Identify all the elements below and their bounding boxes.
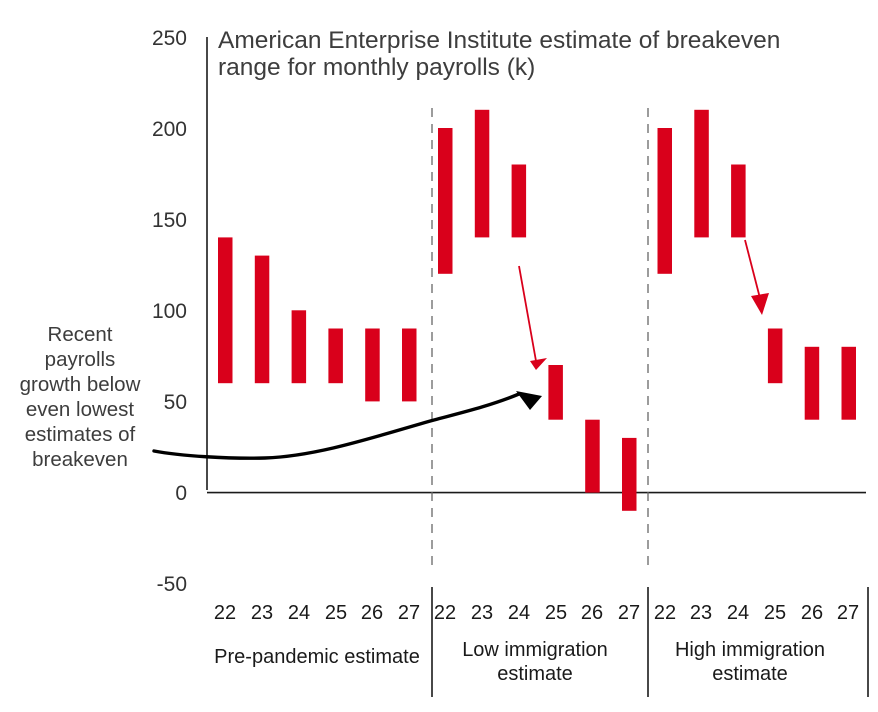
svg-text:High immigration: High immigration	[675, 639, 825, 661]
svg-text:100: 100	[152, 300, 187, 323]
svg-text:150: 150	[152, 209, 187, 232]
svg-text:24: 24	[508, 602, 530, 624]
svg-text:range for monthly payrolls (k): range for monthly payrolls (k)	[218, 54, 535, 81]
svg-text:26: 26	[361, 602, 383, 624]
svg-text:even lowest: even lowest	[26, 398, 135, 421]
svg-text:Pre-pandemic estimate: Pre-pandemic estimate	[214, 646, 420, 668]
svg-text:23: 23	[251, 602, 273, 624]
svg-text:22: 22	[434, 602, 456, 624]
svg-text:breakeven: breakeven	[32, 448, 128, 471]
svg-text:22: 22	[214, 602, 236, 624]
svg-text:250: 250	[152, 27, 187, 50]
svg-text:25: 25	[764, 602, 786, 624]
svg-text:growth below: growth below	[20, 373, 141, 396]
svg-text:50: 50	[164, 391, 187, 414]
svg-text:-50: -50	[157, 573, 187, 596]
svg-text:payrolls: payrolls	[45, 348, 116, 371]
svg-text:25: 25	[325, 602, 347, 624]
svg-text:estimates of: estimates of	[25, 423, 136, 446]
svg-text:23: 23	[690, 602, 712, 624]
svg-text:27: 27	[837, 602, 859, 624]
svg-text:22: 22	[654, 602, 676, 624]
svg-text:American Enterprise Institute: American Enterprise Institute estimate o…	[218, 27, 780, 54]
svg-text:Recent: Recent	[48, 323, 113, 346]
svg-text:23: 23	[471, 602, 493, 624]
svg-text:26: 26	[801, 602, 823, 624]
svg-text:24: 24	[727, 602, 749, 624]
svg-text:27: 27	[618, 602, 640, 624]
svg-text:24: 24	[288, 602, 310, 624]
svg-text:estimate: estimate	[712, 663, 788, 685]
svg-text:26: 26	[581, 602, 603, 624]
svg-text:27: 27	[398, 602, 420, 624]
svg-text:Low immigration: Low immigration	[462, 639, 608, 661]
svg-text:estimate: estimate	[497, 663, 573, 685]
svg-text:25: 25	[545, 602, 567, 624]
svg-text:200: 200	[152, 118, 187, 141]
svg-text:0: 0	[175, 482, 187, 505]
